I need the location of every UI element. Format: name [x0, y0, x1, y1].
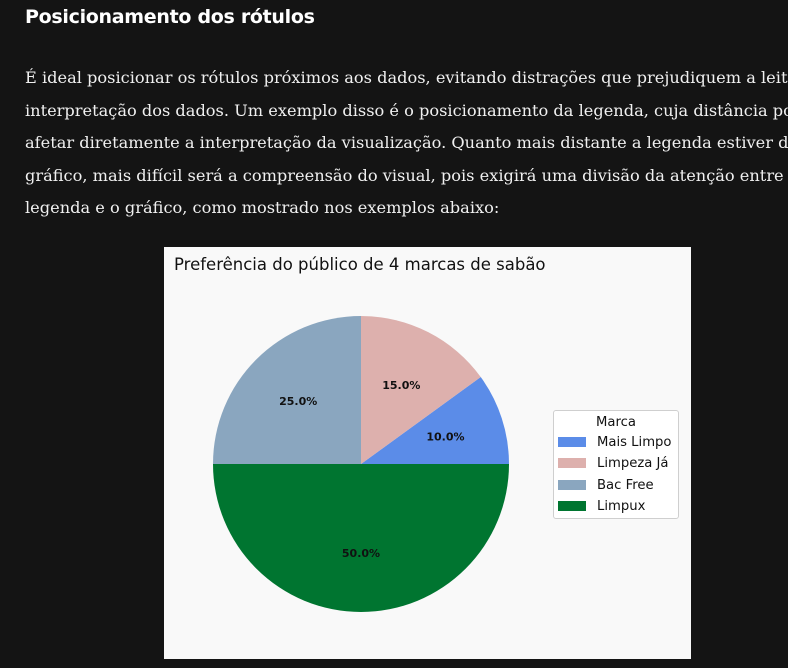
pie-slice: [213, 464, 509, 612]
legend-title: Marca: [596, 415, 636, 430]
article-paragraph: É ideal posicionar os rótulos próximos a…: [25, 62, 788, 225]
slice-value-label: 50.0%: [342, 547, 380, 560]
slice-value-label: 25.0%: [279, 395, 317, 408]
pie-chart: 10.0% 15.0% 25.0% 50.0%: [213, 316, 509, 612]
legend-swatch: [558, 479, 586, 490]
chart-legend: Marca Mais Limpo Limpeza Já Bac Free Lim…: [553, 410, 679, 519]
pie-slice: [361, 377, 509, 464]
legend-label: Mais Limpo: [597, 435, 672, 450]
section-heading: Posicionamento dos rótulos: [25, 6, 315, 28]
legend-item: Limpeza Já: [554, 453, 678, 474]
legend-label: Bac Free: [597, 477, 654, 493]
paragraph-line: É ideal posicionar os rótulos próximos a…: [25, 68, 788, 87]
pie-slice: [213, 316, 361, 464]
pie-chart-figure: 10.0% 15.0% 25.0% 50.0% Preferência do públ…: [164, 247, 691, 659]
paragraph-line: gráfico, mais difícil será a compreensão…: [25, 165, 788, 185]
legend-item: Bac Free: [554, 475, 678, 496]
legend-swatch: [558, 500, 586, 511]
chart-title: Preferência do público de 4 marcas de sa…: [174, 255, 546, 274]
slice-value-label: 10.0%: [426, 431, 464, 444]
paragraph-line: interpretação dos dados. Um exemplo diss…: [25, 100, 788, 120]
slice-value-label: 15.0%: [382, 379, 420, 392]
pie-slice: [361, 316, 481, 464]
legend-label: Limpux: [597, 498, 646, 514]
paragraph-line: afetar diretamente a interpretação da vi…: [25, 133, 788, 152]
legend-item: Limpux: [554, 496, 678, 517]
legend-label: Limpeza Já: [597, 456, 669, 472]
legend-swatch: [558, 437, 586, 447]
legend-swatch: [558, 458, 586, 469]
legend-item: Mais Limpo: [554, 432, 678, 453]
paragraph-line: legenda e o gráfico, como mostrado nos e…: [25, 198, 500, 217]
